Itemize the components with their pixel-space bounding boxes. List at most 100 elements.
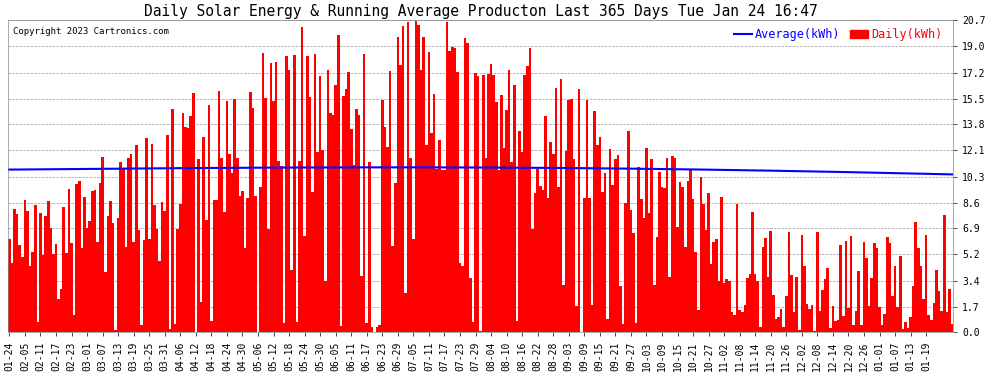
Bar <box>736 204 739 332</box>
Bar <box>650 159 653 332</box>
Bar <box>816 232 819 332</box>
Bar <box>865 258 868 332</box>
Bar <box>702 204 705 332</box>
Bar <box>721 197 723 332</box>
Bar <box>663 188 666 332</box>
Bar <box>739 310 741 332</box>
Bar <box>352 165 355 332</box>
Bar <box>330 113 332 332</box>
Bar <box>75 184 78 332</box>
Bar <box>202 136 205 332</box>
Bar <box>513 85 516 332</box>
Bar <box>627 131 630 332</box>
Bar <box>647 213 650 332</box>
Bar <box>824 279 827 332</box>
Bar <box>551 154 554 332</box>
Bar <box>679 182 681 332</box>
Bar <box>285 56 288 332</box>
Bar <box>645 148 647 332</box>
Bar <box>94 190 96 332</box>
Bar <box>855 311 857 332</box>
Bar <box>415 21 417 332</box>
Bar <box>658 172 660 332</box>
Bar <box>687 181 689 332</box>
Bar <box>101 157 104 332</box>
Bar <box>433 94 436 332</box>
Bar <box>133 242 135 332</box>
Bar <box>633 233 635 332</box>
Bar <box>847 308 849 332</box>
Bar <box>464 38 466 332</box>
Bar <box>557 186 559 332</box>
Bar <box>381 100 383 332</box>
Bar <box>923 298 925 332</box>
Bar <box>601 192 604 332</box>
Bar <box>143 240 146 332</box>
Bar <box>155 228 158 332</box>
Bar <box>394 183 397 332</box>
Bar <box>780 309 782 332</box>
Bar <box>303 236 306 332</box>
Bar <box>50 228 52 332</box>
Bar <box>889 243 891 332</box>
Bar <box>32 252 34 332</box>
Bar <box>554 88 557 332</box>
Bar <box>860 325 862 332</box>
Bar <box>99 183 101 332</box>
Bar <box>176 229 179 332</box>
Bar <box>112 223 114 332</box>
Bar <box>881 325 883 332</box>
Bar <box>135 145 138 332</box>
Bar <box>793 312 795 332</box>
Bar <box>640 199 643 332</box>
Bar <box>565 151 567 332</box>
Bar <box>524 75 526 332</box>
Bar <box>710 264 713 332</box>
Bar <box>705 230 707 332</box>
Bar <box>829 328 832 332</box>
Bar <box>73 315 75 332</box>
Bar <box>604 172 606 332</box>
Bar <box>19 245 21 332</box>
Bar <box>492 75 495 332</box>
Bar <box>171 108 174 332</box>
Bar <box>521 152 524 332</box>
Bar <box>518 131 521 332</box>
Bar <box>754 274 756 332</box>
Bar <box>612 185 614 332</box>
Bar <box>948 290 950 332</box>
Bar <box>296 322 298 332</box>
Bar <box>83 197 86 332</box>
Bar <box>125 247 128 332</box>
Bar <box>404 293 407 332</box>
Bar <box>337 34 340 332</box>
Bar <box>542 190 545 332</box>
Bar <box>423 37 425 332</box>
Bar <box>431 133 433 332</box>
Bar <box>275 62 277 332</box>
Bar <box>282 323 285 332</box>
Bar <box>347 72 349 332</box>
Bar <box>902 329 904 332</box>
Bar <box>873 243 875 332</box>
Bar <box>909 317 912 332</box>
Bar <box>681 187 684 332</box>
Bar <box>242 191 244 332</box>
Bar <box>638 167 640 332</box>
Bar <box>840 245 842 332</box>
Bar <box>187 128 189 332</box>
Bar <box>24 200 27 332</box>
Bar <box>181 114 184 332</box>
Bar <box>349 129 352 332</box>
Bar <box>767 277 769 332</box>
Bar <box>280 165 282 332</box>
Bar <box>857 270 860 332</box>
Bar <box>862 242 865 332</box>
Bar <box>508 70 511 332</box>
Bar <box>254 196 256 332</box>
Bar <box>458 263 461 332</box>
Bar <box>622 324 625 332</box>
Bar <box>189 116 192 332</box>
Bar <box>495 102 498 332</box>
Bar <box>466 43 469 332</box>
